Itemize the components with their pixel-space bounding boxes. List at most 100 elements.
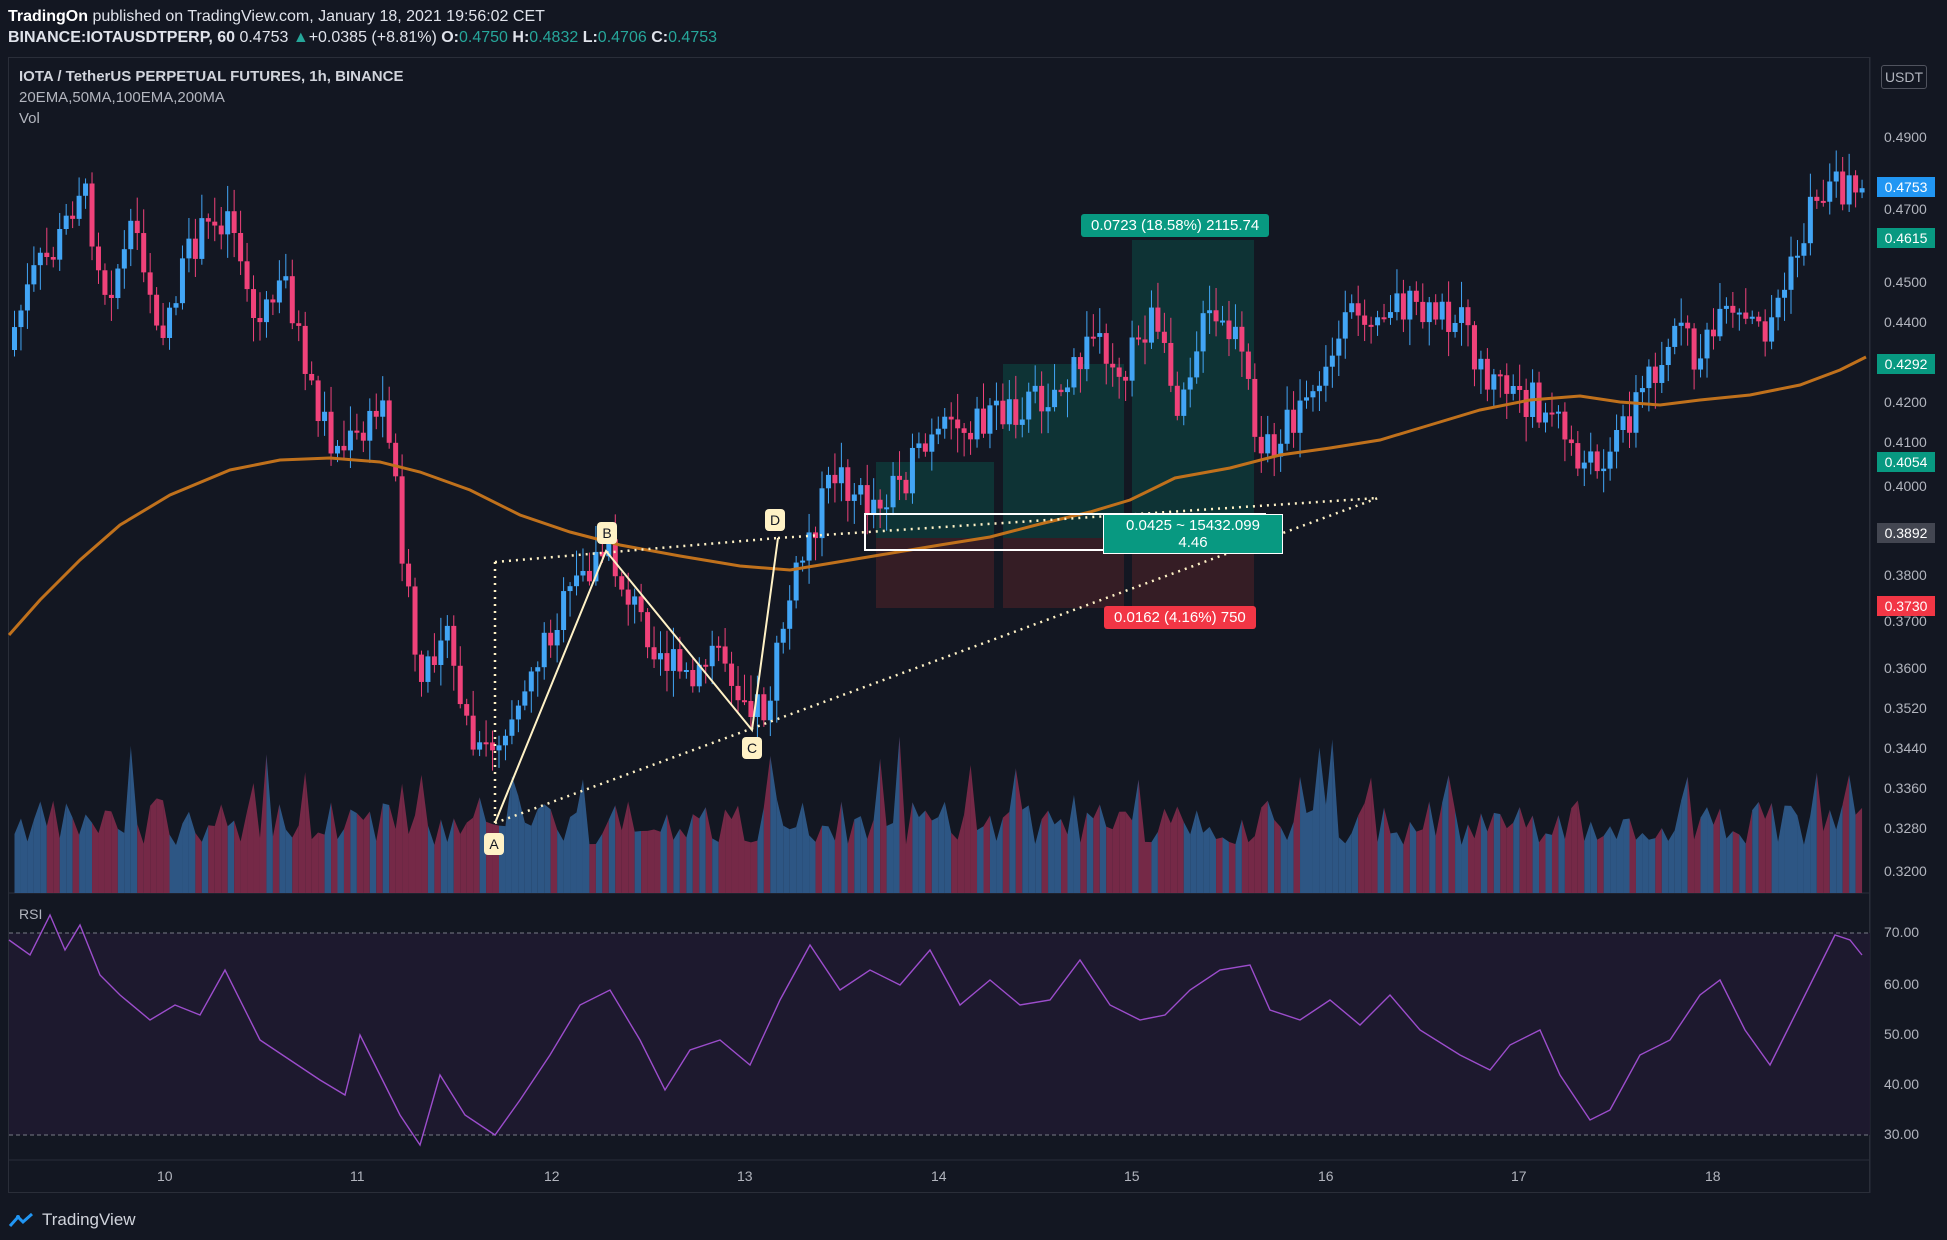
volume-segment xyxy=(918,810,926,893)
candle-body xyxy=(1465,307,1471,326)
candle-body xyxy=(515,705,521,720)
volume-segment xyxy=(1041,810,1049,893)
currency-badge[interactable]: USDT xyxy=(1881,65,1927,89)
last-price: 0.4753 xyxy=(239,29,289,46)
stop-text: 0.0162 (4.16%) 750 xyxy=(1114,609,1246,626)
volume-segment xyxy=(783,825,790,893)
volume-segment xyxy=(938,801,945,893)
rsi-tick-label: 60.00 xyxy=(1884,976,1920,992)
candle-body xyxy=(425,656,431,682)
candle-body xyxy=(1291,409,1297,433)
open-value: 0.4750 xyxy=(459,29,508,46)
footer-brand[interactable]: TradingView xyxy=(42,1210,136,1229)
candle-body xyxy=(851,494,857,501)
candle-body xyxy=(1575,443,1581,469)
position-zones[interactable] xyxy=(876,240,1254,608)
candle-body xyxy=(1736,312,1742,315)
candle-body xyxy=(580,570,586,576)
target-zone[interactable] xyxy=(1132,240,1254,538)
price-tick-label: 0.3600 xyxy=(1884,660,1927,676)
volume-segment xyxy=(1810,772,1817,893)
candle-body xyxy=(134,220,140,234)
candle-body xyxy=(1006,399,1012,425)
volume-segment xyxy=(1474,813,1481,893)
volume-segment xyxy=(14,818,21,893)
candle-body xyxy=(205,218,211,222)
candle-body xyxy=(1859,188,1865,193)
candle-body xyxy=(625,589,631,605)
candle-body xyxy=(955,419,961,429)
volume-segment xyxy=(1422,801,1430,893)
high-label: H: xyxy=(512,29,530,46)
candle-body xyxy=(283,276,289,281)
rsi-label[interactable]: RSI xyxy=(19,906,43,922)
publisher-name[interactable]: TradingOn xyxy=(8,8,88,25)
volume-segment xyxy=(27,819,34,893)
volume-segment xyxy=(1577,800,1585,893)
candle-body xyxy=(858,485,864,495)
stop-label[interactable]: 0.0162 (4.16%) 750 xyxy=(1104,606,1256,629)
target-label[interactable]: 0.0723 (18.58%) 2115.74 xyxy=(1081,214,1270,237)
candle-body xyxy=(1278,443,1284,457)
volume-segment xyxy=(1661,828,1669,893)
abcd-lines[interactable] xyxy=(494,537,779,824)
candle-body xyxy=(309,373,315,381)
volume-segment xyxy=(1803,815,1811,893)
rsi-tick-label: 30.00 xyxy=(1884,1126,1920,1142)
point-label-d[interactable]: D xyxy=(765,509,785,531)
time-tick-label: 15 xyxy=(1124,1168,1140,1184)
candle-body xyxy=(1375,317,1381,326)
volume-segment xyxy=(1416,829,1423,893)
candle-body xyxy=(154,294,160,326)
volume-segment xyxy=(1558,815,1565,893)
volume-segment xyxy=(1480,813,1488,893)
volume-segment xyxy=(1384,807,1391,893)
candle-body xyxy=(987,405,993,434)
volume-segment xyxy=(1461,824,1468,893)
candle-body xyxy=(935,428,941,435)
tradingview-logo-icon xyxy=(8,1212,33,1227)
candle-body xyxy=(670,649,676,671)
candle-body xyxy=(1110,363,1116,368)
volume-segment xyxy=(1048,810,1055,893)
volume-segment xyxy=(221,804,228,893)
entry-label[interactable]: 0.0425 ~ 15432.099 4.46 xyxy=(1103,514,1283,554)
volume-segment xyxy=(1022,805,1029,893)
indicators-label[interactable]: 20EMA,50MA,100EMA,200MA xyxy=(19,89,225,106)
point-label-b[interactable]: B xyxy=(597,522,617,544)
volume-segment xyxy=(1532,815,1540,893)
stop-zone[interactable] xyxy=(876,538,994,608)
candle-body xyxy=(1019,419,1025,425)
candle-body xyxy=(561,591,567,631)
candle-body xyxy=(1749,316,1755,319)
price-tick-label: 0.4500 xyxy=(1884,274,1927,290)
volume-segment xyxy=(1248,835,1255,893)
candle-body xyxy=(1181,389,1187,416)
candle-body xyxy=(1394,293,1400,313)
volume-segment xyxy=(634,830,642,893)
volume-segment xyxy=(318,832,325,893)
volume-label[interactable]: Vol xyxy=(19,110,40,127)
ema-200-line xyxy=(7,355,1867,636)
volume-segment xyxy=(434,819,441,893)
volume-segment xyxy=(266,754,273,893)
volume-segment xyxy=(905,802,913,893)
symbol-title[interactable]: IOTA / TetherUS PERPETUAL FUTURES, 1h, B… xyxy=(19,68,404,85)
volume-segment xyxy=(1823,809,1830,893)
volume-segment xyxy=(1177,806,1184,893)
volume-segment xyxy=(1623,818,1630,893)
volume-segment xyxy=(1073,794,1081,893)
volume-segment xyxy=(1403,821,1410,893)
volume-segment xyxy=(1752,801,1759,893)
volume-segment xyxy=(53,800,60,893)
candle-body xyxy=(1336,338,1342,356)
volume-segment xyxy=(292,825,299,893)
point-label-c[interactable]: C xyxy=(742,737,762,759)
volume-segment xyxy=(1371,777,1378,893)
point-label-a[interactable]: A xyxy=(484,833,504,855)
volume-segment xyxy=(679,828,687,893)
candle-body xyxy=(806,532,812,561)
candle-body xyxy=(270,299,276,303)
candle-body xyxy=(793,562,799,601)
